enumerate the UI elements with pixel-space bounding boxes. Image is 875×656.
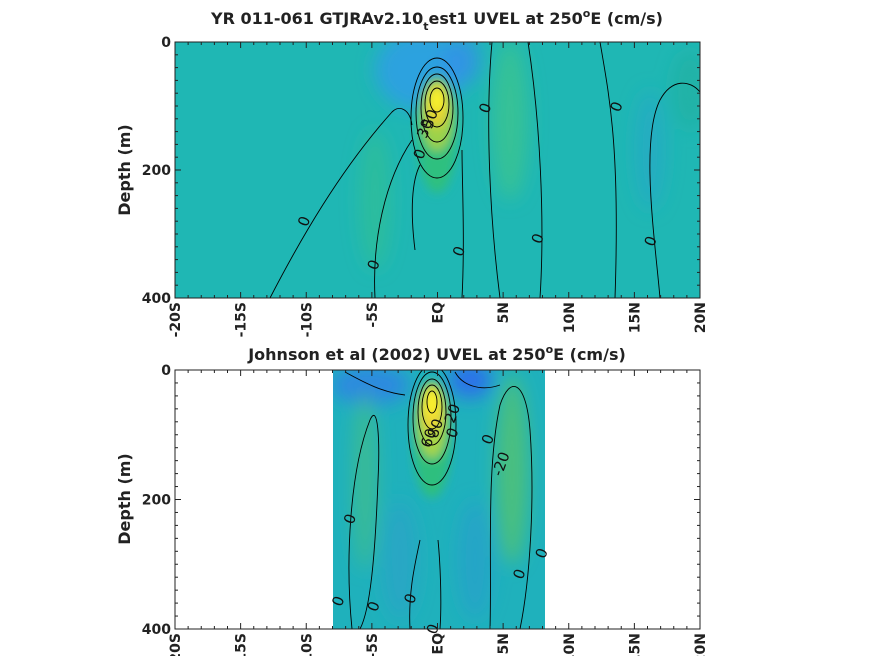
panel-2: Johnson et al (2002) UVEL at 250oE (cm/s… xyxy=(115,343,709,656)
x-tick-label: 10N xyxy=(562,633,578,656)
x-tick-label: 5N xyxy=(496,302,512,323)
panel-2-axis-ticks: -20S -15S -10S -5S EQ 5N 10N 15N 20N 0 200 400 xyxy=(142,363,709,656)
contour-label: 60 xyxy=(417,426,440,450)
y-tick-label: 200 xyxy=(142,163,171,179)
y-tick-label: 400 xyxy=(142,622,171,638)
contour-label: 80 xyxy=(424,416,447,440)
x-tick-label: 15N xyxy=(627,302,643,333)
y-tick-label: 400 xyxy=(142,291,171,307)
panel-1-ylabel: Depth (m) xyxy=(115,124,134,216)
x-tick-label: 20N xyxy=(693,633,709,656)
x-tick-label: -15S xyxy=(234,302,250,337)
x-tick-label: 10N xyxy=(562,302,578,333)
panel-1-heatmap xyxy=(175,42,700,298)
x-tick-label: -5S xyxy=(365,633,381,656)
panel-2-title: Johnson et al (2002) UVEL at 250oE (cm/s… xyxy=(247,343,626,364)
panel-1-contours xyxy=(269,42,700,298)
y-tick-label: 0 xyxy=(161,35,171,51)
y-tick-label: 200 xyxy=(142,493,171,509)
x-tick-label: EQ xyxy=(431,633,447,655)
panel-2-contours xyxy=(344,370,533,629)
x-tick-label: -5S xyxy=(365,302,381,328)
x-tick-label: -10S xyxy=(299,302,315,337)
x-tick-label: EQ xyxy=(431,302,447,324)
contour-label: 30 xyxy=(413,116,436,140)
y-tick-label: 0 xyxy=(161,363,171,379)
x-tick-label: -15S xyxy=(234,633,250,656)
contour-label: 20 xyxy=(441,401,464,425)
contour-label: 50 xyxy=(418,107,441,131)
x-tick-label: 20N xyxy=(693,302,709,333)
panel-2-heatmap xyxy=(333,370,545,629)
x-tick-label: 15N xyxy=(627,633,643,656)
x-tick-label: -10S xyxy=(299,633,315,656)
panel-1-title: YR 011-061 GTJRAv2.10test1 UVEL at 250oE… xyxy=(210,7,663,33)
panel-1: YR 011-061 GTJRAv2.10test1 UVEL at 250oE… xyxy=(115,7,709,337)
x-tick-label: -20S xyxy=(168,633,184,656)
panel-1-axis-ticks: -20S -15S -10S -5S EQ 5N 10N 15N 20N 0 200 400 xyxy=(142,35,709,337)
x-tick-label: 5N xyxy=(496,633,512,654)
x-tick-label: -20S xyxy=(168,302,184,337)
panel-2-ylabel: Depth (m) xyxy=(115,453,134,545)
